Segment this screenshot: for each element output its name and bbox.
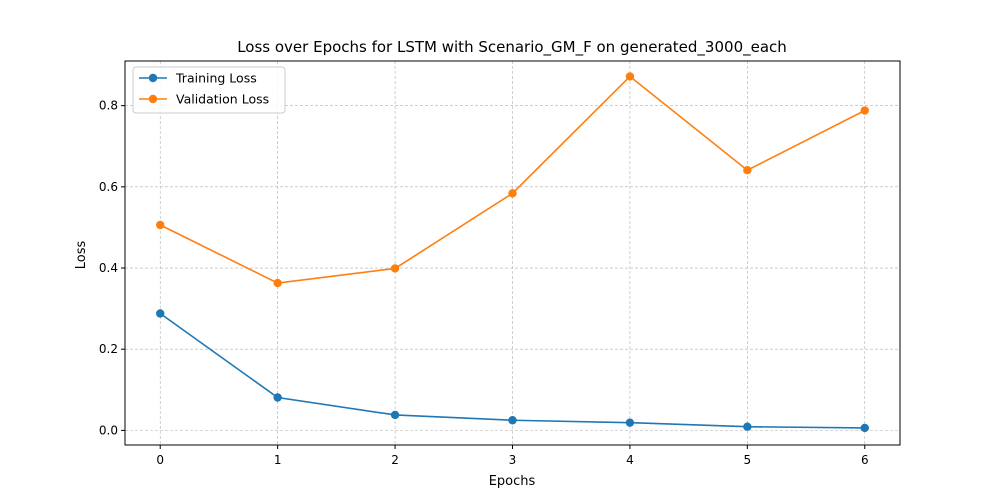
data-point xyxy=(156,309,165,318)
x-tick-label: 0 xyxy=(156,453,164,467)
data-point xyxy=(508,189,517,198)
series-layer xyxy=(156,72,869,433)
x-tick-label: 4 xyxy=(626,453,634,467)
data-point xyxy=(743,165,752,175)
series-training-loss xyxy=(156,309,869,433)
data-point xyxy=(743,422,752,431)
y-axis-label: Loss xyxy=(74,241,89,270)
y-tick-label: 0.0 xyxy=(99,423,118,437)
data-point xyxy=(625,418,635,427)
y-tick-label: 0.6 xyxy=(99,180,118,194)
data-point xyxy=(860,106,869,115)
x-tick-label: 5 xyxy=(744,453,752,467)
legend-label: Training Loss xyxy=(175,71,257,86)
legend-label: Validation Loss xyxy=(176,92,269,107)
legend: Training Loss Validation Loss xyxy=(132,66,286,114)
chart-title: Loss over Epochs for LSTM with Scenario_… xyxy=(237,38,787,57)
grid-lines xyxy=(125,61,900,445)
x-tick-label: 3 xyxy=(509,453,517,467)
data-point xyxy=(273,278,282,288)
y-tick-label: 0.8 xyxy=(99,99,118,113)
x-tick-label: 2 xyxy=(391,453,399,467)
y-tick-label: 0.4 xyxy=(99,261,118,275)
data-point xyxy=(156,220,165,230)
data-point xyxy=(625,72,635,81)
axes: 0 1 2 3 4 5 6 0.0 0.2 0.4 0.6 0.8 xyxy=(99,99,869,467)
legend-marker xyxy=(148,94,158,104)
data-point xyxy=(390,264,400,273)
data-point xyxy=(390,410,400,420)
x-tick-label: 6 xyxy=(861,453,869,467)
data-point xyxy=(273,393,282,402)
legend-box xyxy=(132,66,286,114)
legend-marker xyxy=(148,73,158,83)
x-tick-label: 1 xyxy=(274,453,282,467)
x-axis-label: Epochs xyxy=(489,474,536,489)
data-point xyxy=(508,416,517,425)
y-tick-label: 0.2 xyxy=(99,342,118,356)
data-point xyxy=(860,423,869,433)
series-validation-loss xyxy=(156,72,869,288)
